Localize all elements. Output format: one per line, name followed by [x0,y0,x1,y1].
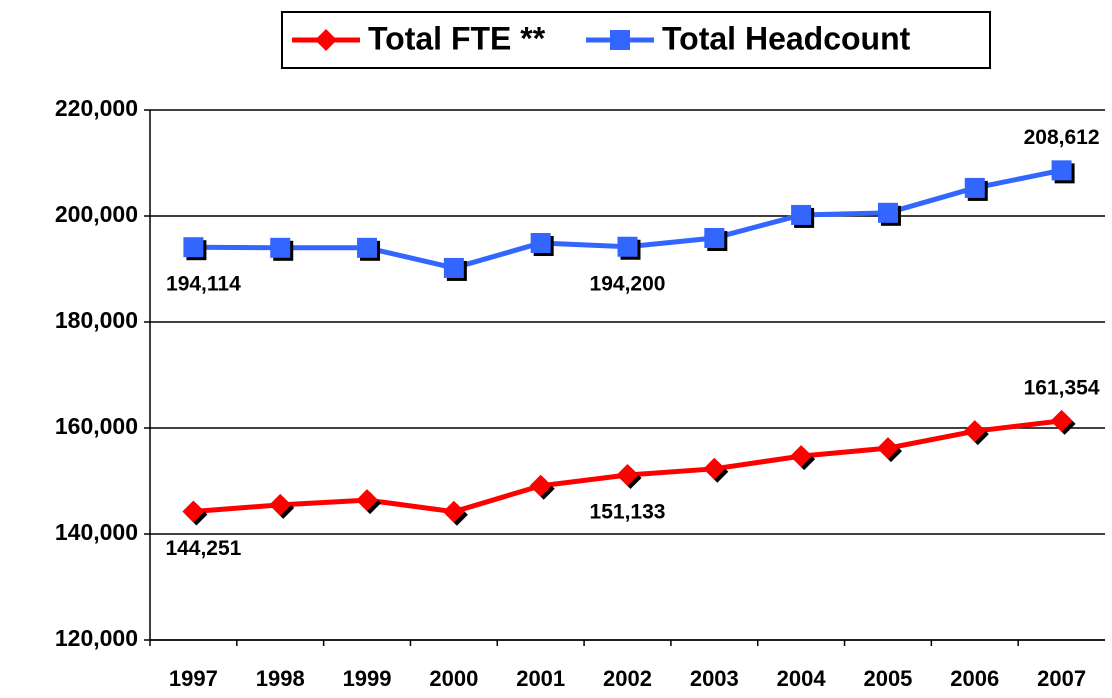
marker [183,237,204,258]
marker [610,30,630,50]
x-tick-label: 2002 [603,666,652,691]
x-tick-label: 2004 [777,666,827,691]
marker [269,493,292,516]
data-label: 194,200 [590,272,666,295]
marker [315,29,337,51]
data-label: 144,251 [165,537,241,560]
marker [877,202,898,223]
data-label: 208,612 [1024,126,1100,149]
marker [617,236,638,257]
marker [616,463,639,486]
y-tick-label: 140,000 [55,519,138,545]
marker [876,437,899,460]
data-label: 194,114 [166,273,241,296]
marker [1050,409,1073,432]
marker [357,237,378,258]
x-tick-label: 1998 [256,666,305,691]
marker [442,500,465,523]
data-label: 151,133 [590,501,666,524]
y-tick-label: 180,000 [55,307,138,333]
y-tick-label: 120,000 [55,625,138,651]
data-label: 161,354 [1024,376,1100,399]
x-tick-label: 2000 [429,666,478,691]
marker [356,489,379,512]
marker [443,257,464,278]
x-tick-label: 2005 [863,666,912,691]
y-tick-label: 160,000 [55,413,138,439]
x-tick-label: 2007 [1037,666,1086,691]
marker [529,474,552,497]
marker [270,237,291,258]
legend-label: Total Headcount [662,20,911,56]
marker [964,177,985,198]
legend-label: Total FTE ** [368,20,546,56]
marker [791,204,812,225]
marker [963,420,986,443]
marker [790,445,813,468]
marker [704,227,725,248]
x-tick-label: 1997 [169,666,218,691]
x-tick-label: 2001 [516,666,565,691]
x-tick-label: 2003 [690,666,739,691]
marker [1051,160,1072,181]
x-tick-label: 1999 [343,666,392,691]
y-tick-label: 220,000 [55,95,138,121]
marker [703,457,726,480]
marker [530,233,551,254]
y-tick-label: 200,000 [55,201,138,227]
x-tick-label: 2006 [950,666,999,691]
marker [182,500,205,523]
